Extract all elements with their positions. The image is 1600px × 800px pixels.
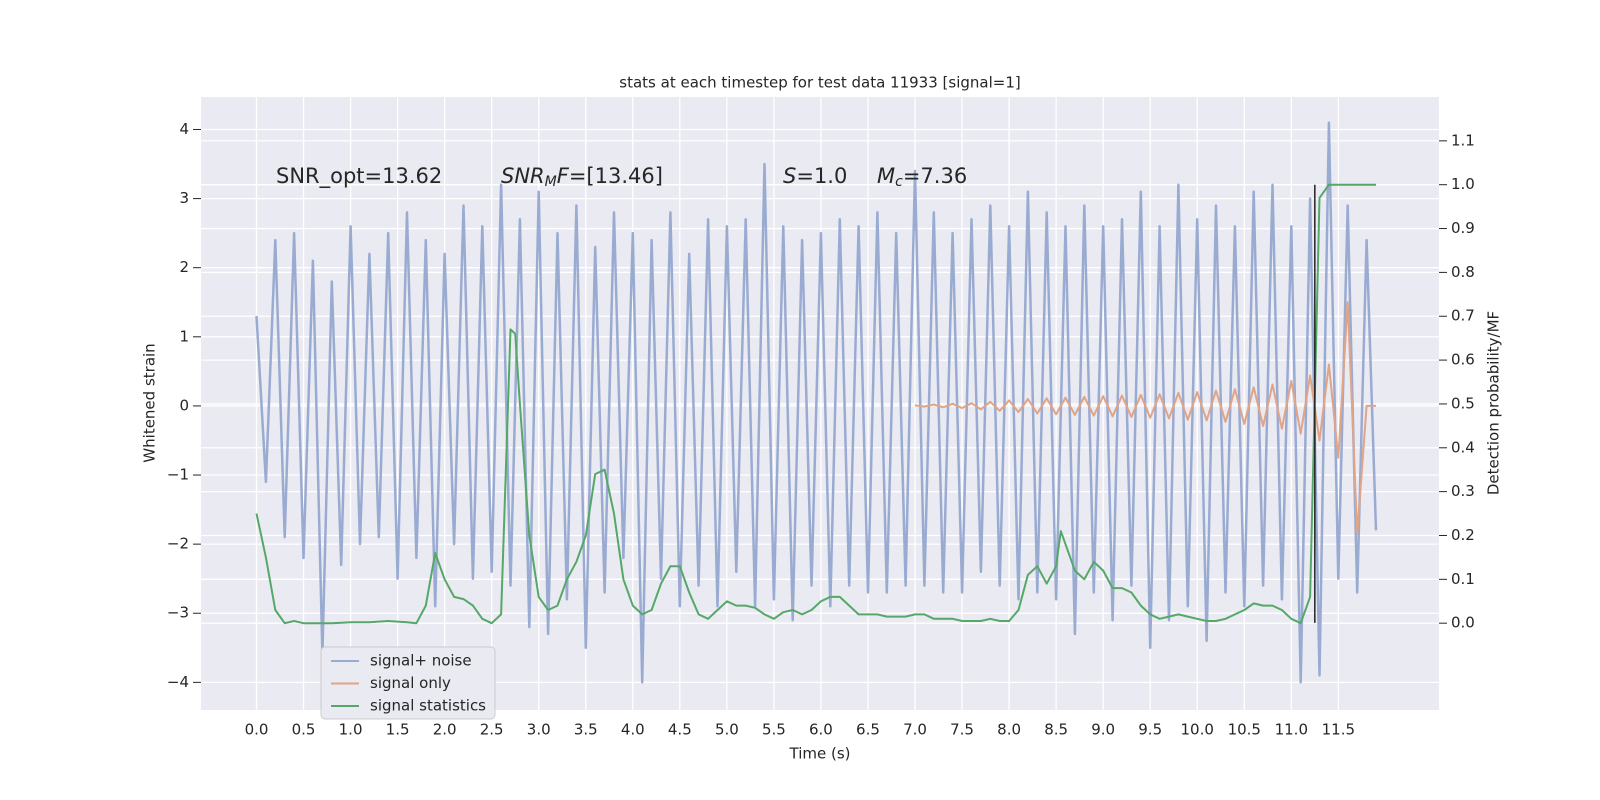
y-tick-label: 2	[179, 258, 189, 276]
legend: signal+ noise signal only signal statistic…	[320, 646, 496, 720]
annotation-part: SNR_opt=13.62	[276, 164, 442, 189]
annotation-part: M	[877, 164, 895, 188]
x-tick-label: 4.5	[668, 721, 692, 739]
chart-title: stats at each timestep for test data 119…	[619, 74, 1020, 92]
y2-axis-label: Detection probability/MF	[1485, 311, 1503, 495]
x-tick-label: 2.0	[433, 721, 457, 739]
annotation-part: =[13.46]	[569, 164, 663, 188]
annotation-part: =1.0	[796, 164, 847, 188]
legend-box	[320, 646, 496, 720]
x-axis-label: Time (s)	[789, 745, 851, 763]
x-tick-label: 11.5	[1322, 721, 1355, 739]
y-axis-label: Whitened strain	[141, 343, 159, 462]
annotation: SNR_opt=13.62	[276, 164, 442, 189]
annotation-part: =7.36	[903, 164, 967, 188]
annotation: S=1.0	[783, 164, 847, 188]
y2-tick-label: 0.5	[1451, 394, 1475, 412]
y-tick-label: 1	[179, 327, 189, 345]
marks	[255, 121, 1378, 684]
y-tick-label: 3	[179, 189, 189, 207]
x-tick-label: 4.0	[621, 721, 645, 739]
annotation: Mc=7.36	[877, 164, 967, 190]
y-tick-label: 0	[179, 396, 189, 414]
series-line	[255, 183, 1376, 625]
x-tick-label: 7.0	[903, 721, 927, 739]
x-tick-label: 1.0	[339, 721, 363, 739]
x-tick-label: 1.5	[386, 721, 410, 739]
x-tick-label: 9.5	[1138, 721, 1162, 739]
x-tick-label: 9.0	[1091, 721, 1115, 739]
y-tick-label: −2	[167, 535, 189, 553]
x-tick-label: 0.5	[292, 721, 316, 739]
annotation-part: S	[783, 164, 796, 188]
x-tick-label: 7.5	[950, 721, 974, 739]
legend-label: signal+ noise	[370, 652, 472, 670]
x-tick-label: 6.5	[856, 721, 880, 739]
x-tick-label: 5.5	[762, 721, 786, 739]
legend-label: signal statistics	[370, 697, 486, 715]
x-tick-label: 2.5	[480, 721, 504, 739]
annotation: SNRMF=[13.46]	[501, 164, 663, 190]
annotation-part: c	[895, 174, 903, 190]
y2-tick-label: 0.0	[1451, 614, 1475, 632]
x-tick-label: 0.0	[245, 721, 269, 739]
y2-tick-label: 0.8	[1451, 263, 1475, 281]
annotation-part: SNR	[501, 164, 545, 188]
y2-tick-label: 0.6	[1451, 351, 1475, 369]
y2-tick-label: 1.0	[1451, 175, 1475, 193]
y2-tick-label: 0.2	[1451, 526, 1475, 544]
x-tick-label: 10.5	[1228, 721, 1261, 739]
annotation-part: F	[557, 164, 570, 188]
y-tick-label: −4	[167, 673, 189, 691]
y2-tick-label: 0.3	[1451, 482, 1475, 500]
x-tick-label: 11.0	[1275, 721, 1308, 739]
series-line	[914, 301, 1376, 535]
y-tick-label: −1	[167, 466, 189, 484]
y-tick-label: 4	[179, 120, 189, 138]
x-tick-label: 3.0	[527, 721, 551, 739]
y2-tick-label: 0.4	[1451, 438, 1475, 456]
x-tick-label: 8.5	[1044, 721, 1068, 739]
x-tick-label: 8.0	[997, 721, 1021, 739]
y-tick-label: −3	[167, 604, 189, 622]
x-tick-label: 6.0	[809, 721, 833, 739]
y2-tick-label: 0.1	[1451, 570, 1475, 588]
legend-label: signal only	[370, 674, 451, 692]
y2-tick-label: 1.1	[1451, 131, 1475, 149]
x-tick-label: 5.0	[715, 721, 739, 739]
y2-tick-label: 0.7	[1451, 307, 1475, 325]
annotation-part: M	[545, 174, 557, 190]
x-tick-label: 10.0	[1181, 721, 1214, 739]
y2-tick-label: 0.9	[1451, 219, 1475, 237]
x-tick-label: 3.5	[574, 721, 598, 739]
series-line	[255, 121, 1378, 684]
